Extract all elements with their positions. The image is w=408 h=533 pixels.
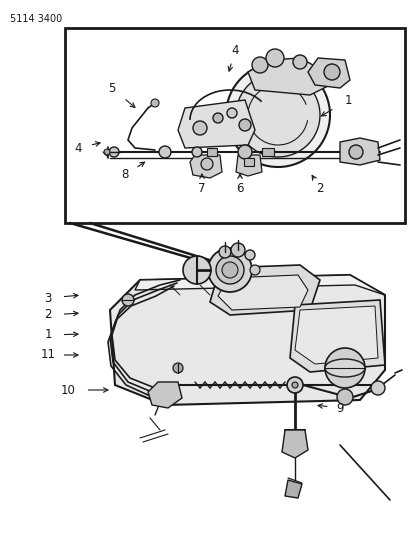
Polygon shape [236,155,262,176]
Text: 4: 4 [74,141,82,155]
Text: 1: 1 [344,93,352,107]
Text: 6: 6 [236,182,244,195]
Circle shape [349,145,363,159]
Circle shape [371,381,385,395]
Polygon shape [285,480,302,498]
Text: 1: 1 [44,328,52,342]
Text: 3: 3 [44,292,52,304]
Circle shape [222,262,238,278]
Polygon shape [340,138,380,165]
Circle shape [192,147,202,157]
Bar [207,148,217,156]
Polygon shape [135,275,385,295]
Circle shape [193,121,207,135]
Text: 5114 3400: 5114 3400 [10,14,62,24]
Text: 2: 2 [316,182,324,195]
Polygon shape [148,382,182,408]
Circle shape [208,248,252,292]
Ellipse shape [325,359,365,377]
Text: 2: 2 [44,309,52,321]
Text: 11: 11 [40,349,55,361]
Circle shape [325,348,365,388]
Text: 4: 4 [231,44,239,56]
Polygon shape [290,300,385,372]
Circle shape [183,256,211,284]
Polygon shape [218,275,308,310]
Circle shape [226,63,330,167]
Polygon shape [210,265,320,315]
Circle shape [151,99,159,107]
Text: 9: 9 [336,401,344,415]
Bar [262,148,274,156]
Circle shape [216,256,244,284]
Circle shape [239,119,251,131]
Bar [244,158,254,166]
Circle shape [122,294,134,306]
Circle shape [287,377,303,393]
Text: 5: 5 [108,82,116,94]
Polygon shape [248,58,330,95]
Polygon shape [308,58,350,88]
Polygon shape [282,430,308,458]
Circle shape [227,108,237,118]
Circle shape [266,49,284,67]
Polygon shape [178,100,255,148]
Circle shape [337,389,353,405]
Polygon shape [295,306,378,364]
Circle shape [250,265,260,275]
Circle shape [213,113,223,123]
Text: 8: 8 [121,168,129,182]
Circle shape [159,146,171,158]
Circle shape [252,57,268,73]
Circle shape [173,363,183,373]
Circle shape [292,382,298,388]
Circle shape [104,149,110,155]
Text: 7: 7 [198,182,206,195]
Circle shape [245,250,255,260]
Circle shape [238,145,252,159]
Polygon shape [110,275,385,405]
Circle shape [293,55,307,69]
Circle shape [236,73,320,157]
Circle shape [201,158,213,170]
Bar [65,28,405,223]
Circle shape [324,64,340,80]
Text: 10: 10 [60,384,75,397]
Polygon shape [190,155,222,178]
Circle shape [231,243,245,257]
Circle shape [219,246,231,258]
Circle shape [109,147,119,157]
